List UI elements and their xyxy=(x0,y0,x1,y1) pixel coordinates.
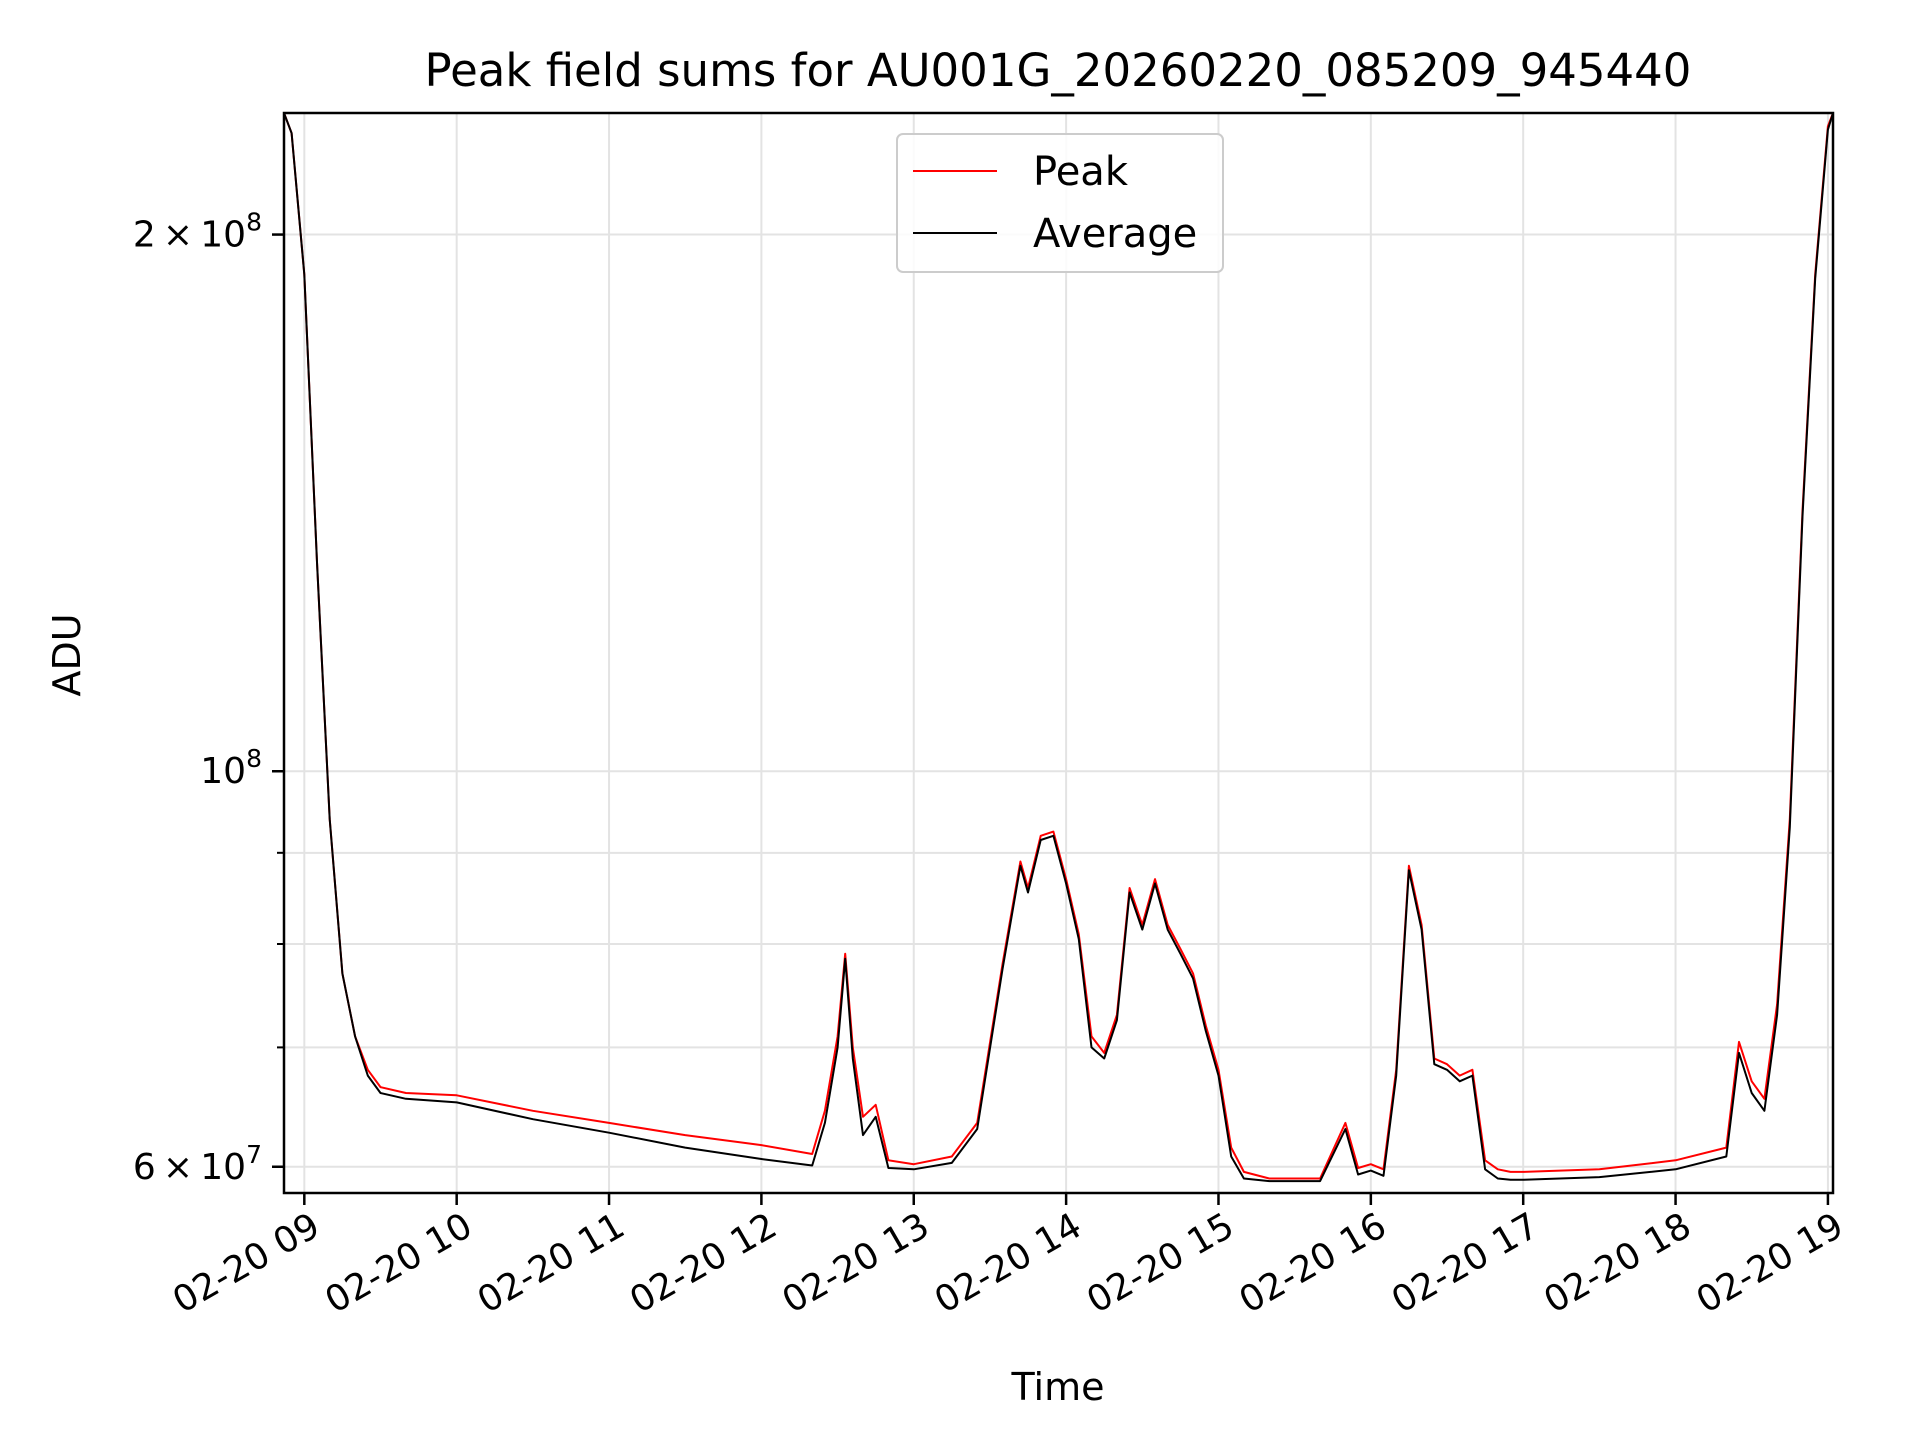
axes-frame xyxy=(282,111,1835,1195)
series-lines xyxy=(284,113,1833,1183)
y-axis-label: ADU xyxy=(45,613,89,696)
legend-label: Peak xyxy=(1033,149,1129,195)
y-tick-mantissa: 6 × 10 xyxy=(133,1147,246,1188)
y-tick-label: 6 × 107 xyxy=(133,1140,262,1188)
y-tick-mantissa: 10 xyxy=(200,751,246,792)
grid xyxy=(284,113,1833,1193)
y-tick-label: 108 xyxy=(200,744,262,792)
legend-box xyxy=(896,133,1224,273)
y-tick-exponent: 8 xyxy=(246,744,262,773)
x-axis-label: Time xyxy=(1011,1365,1105,1409)
series-line-peak xyxy=(284,113,1833,1180)
y-tick-label: 2 × 108 xyxy=(133,208,262,256)
y-tick-mantissa: 2 × 10 xyxy=(133,215,246,256)
legend-label: Average xyxy=(1033,211,1197,257)
series-line-average xyxy=(284,113,1833,1183)
chart-title: Peak field sums for AU001G_20260220_0852… xyxy=(425,44,1692,97)
legend: Peak Average xyxy=(896,133,1224,273)
y-tick-exponent: 8 xyxy=(246,208,262,237)
y-tick-exponent: 7 xyxy=(246,1140,262,1169)
